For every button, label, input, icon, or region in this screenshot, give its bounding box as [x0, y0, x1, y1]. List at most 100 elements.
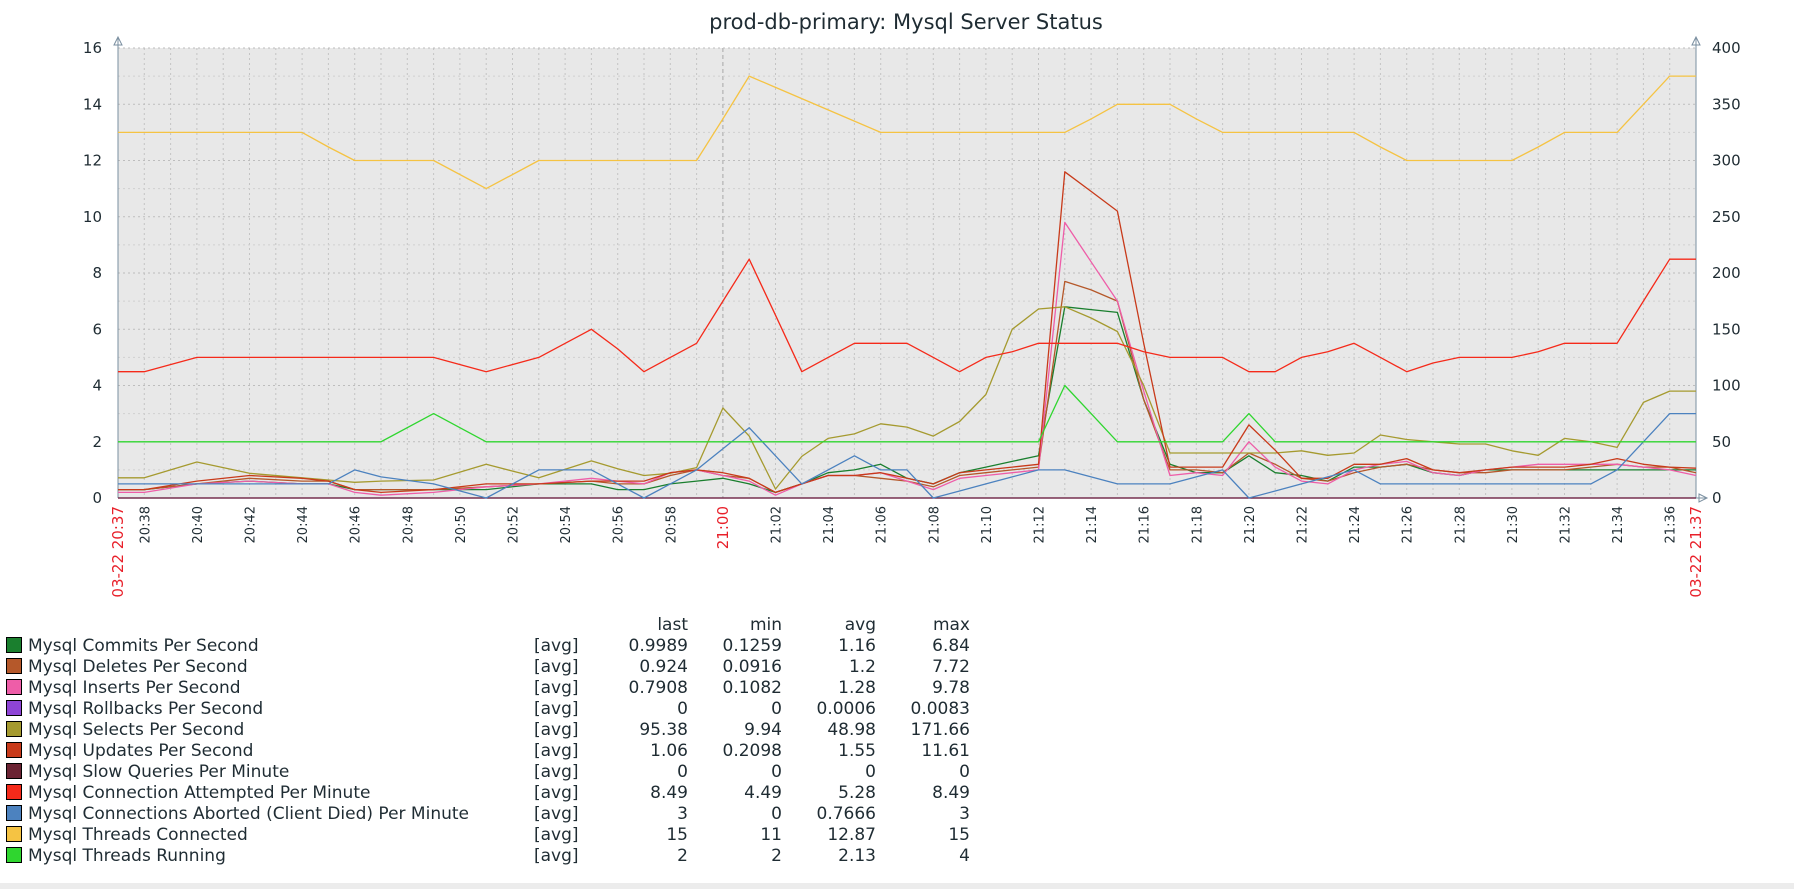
legend-header-max: max — [932, 615, 970, 635]
legend-last: 0.924 — [639, 657, 688, 677]
legend-avg: 1.16 — [838, 636, 876, 656]
legend-swatch — [6, 826, 22, 842]
legend-swatch — [6, 784, 22, 800]
legend-row: Mysql Selects Per Second [avg] 95.38 9.94 48… — [6, 720, 970, 741]
legend-max: 3 — [959, 804, 970, 824]
legend-row: Mysql Slow Queries Per Minute [avg] 0 0 0 0 — [6, 762, 970, 783]
x-tick-label: 21:02 — [770, 506, 785, 543]
x-tick-label-major: 21:00 — [714, 506, 732, 549]
x-tick-label: 20:52 — [507, 506, 522, 543]
legend-row: Mysql Threads Connected [avg] 15 11 12.87 15 — [6, 825, 970, 846]
x-tick-label: 21:30 — [1506, 506, 1521, 543]
series-line — [118, 306, 1696, 490]
y-tick-label-left: 8 — [92, 264, 102, 282]
legend-header-avg: avg — [844, 615, 876, 635]
y-tick-label-left: 4 — [92, 377, 102, 395]
legend-series-name: Mysql Slow Queries Per Minute — [6, 762, 534, 783]
x-tick-label: 20:46 — [349, 506, 364, 543]
y-tick-label-right: 100 — [1712, 377, 1741, 395]
chart-title: prod-db-primary: Mysql Server Status — [709, 10, 1103, 34]
legend-min: 0.1259 — [722, 636, 782, 656]
legend-swatch — [6, 805, 22, 821]
legend-max: 8.49 — [932, 783, 970, 803]
legend-max: 11.61 — [921, 741, 970, 761]
legend-header-last: last — [657, 615, 688, 635]
x-tick-label: 21:10 — [980, 506, 995, 543]
x-tick-label: 21:08 — [927, 506, 942, 543]
legend-row: Mysql Rollbacks Per Second [avg] 0 0 0.0006 0… — [6, 699, 970, 720]
legend-min: 11 — [760, 825, 782, 845]
y-tick-label-left: 2 — [92, 433, 102, 451]
legend-swatch — [6, 700, 22, 716]
legend-last: 95.38 — [639, 720, 688, 740]
legend-avg: 0 — [865, 762, 876, 782]
legend-max: 0 — [959, 762, 970, 782]
x-tick-label: 20:38 — [138, 506, 153, 543]
y-tick-label-left: 12 — [83, 152, 102, 170]
legend-min: 0.0916 — [722, 657, 782, 677]
x-end-label: 03-22 21:37 — [1687, 506, 1705, 598]
x-tick-label: 21:22 — [1296, 506, 1311, 543]
legend-last: 15 — [666, 825, 688, 845]
legend-swatch — [6, 763, 22, 779]
legend-swatch — [6, 658, 22, 674]
y-tick-label-right: 50 — [1712, 433, 1731, 451]
x-tick-label: 20:54 — [559, 506, 574, 543]
x-tick-label: 20:50 — [454, 506, 469, 543]
legend-last: 0 — [677, 699, 688, 719]
legend-avg: 0.0006 — [816, 699, 876, 719]
series-line — [118, 258, 1696, 373]
x-tick-label: 21:34 — [1611, 506, 1626, 543]
legend-avg: 1.2 — [848, 657, 876, 677]
x-tick-label: 21:06 — [875, 506, 890, 543]
legend-table: last min avg max Mysql Commits Per Secon… — [6, 615, 970, 867]
series-line — [118, 171, 1697, 494]
x-tick-label: 21:36 — [1664, 506, 1679, 543]
legend-series-name: Mysql Connections Aborted (Client Died) … — [6, 804, 534, 825]
legend-max: 15 — [948, 825, 970, 845]
x-tick-label: 21:12 — [1033, 506, 1048, 543]
x-tick-label: 21:14 — [1085, 506, 1100, 543]
series-line — [118, 384, 1696, 443]
legend-name-text: Mysql Deletes Per Second — [28, 657, 248, 677]
legend-row: Mysql Threads Running [avg] 2 2 2.13 4 — [6, 846, 970, 867]
series-line — [118, 221, 1697, 496]
legend-swatch — [6, 637, 22, 653]
legend-row: Mysql Updates Per Second [avg] 1.06 0.2098 1… — [6, 741, 970, 762]
x-tick-label: 21:16 — [1138, 506, 1153, 543]
y-tick-label-right: 400 — [1712, 39, 1741, 57]
legend-name-text: Mysql Connections Aborted (Client Died) … — [28, 804, 469, 824]
legend-header-row: last min avg max — [6, 615, 970, 636]
x-tick-label: 20:42 — [244, 506, 259, 543]
legend-fn: [avg] — [534, 699, 579, 719]
legend-avg: 12.87 — [827, 825, 876, 845]
x-tick-label: 20:40 — [191, 506, 206, 543]
x-tick-label: 20:56 — [612, 506, 627, 543]
x-tick-label: 20:48 — [401, 506, 416, 543]
legend-fn: [avg] — [534, 678, 579, 698]
legend-row: Mysql Connections Aborted (Client Died) … — [6, 804, 970, 825]
legend-max: 171.66 — [910, 720, 970, 740]
legend-name-text: Mysql Threads Running — [28, 846, 226, 866]
y-tick-label-right: 300 — [1712, 152, 1741, 170]
legend-series-name: Mysql Inserts Per Second — [6, 678, 534, 699]
legend-row: Mysql Commits Per Second [avg] 0.9989 0.125… — [6, 636, 970, 657]
x-tick-label: 21:26 — [1401, 506, 1416, 543]
x-tick-label: 21:20 — [1243, 506, 1258, 543]
legend-last: 0.7908 — [628, 678, 688, 698]
legend-rows: Mysql Commits Per Second [avg] 0.9989 0.125… — [6, 636, 970, 867]
y-tick-label-left: 16 — [83, 39, 102, 57]
x-tick-label: 21:24 — [1348, 506, 1363, 543]
legend-min: 0.2098 — [722, 741, 782, 761]
legend-fn: [avg] — [534, 762, 579, 782]
legend-swatch — [6, 742, 22, 758]
legend-avg: 1.55 — [838, 741, 876, 761]
y-tick-label-right: 150 — [1712, 320, 1741, 338]
legend-series-name: Mysql Threads Connected — [6, 825, 534, 846]
legend-series-name: Mysql Threads Running — [6, 846, 534, 867]
y-tick-label-right: 350 — [1712, 95, 1741, 113]
legend-fn: [avg] — [534, 825, 579, 845]
legend-min: 0 — [771, 762, 782, 782]
legend-swatch — [6, 847, 22, 863]
legend-avg: 48.98 — [827, 720, 876, 740]
